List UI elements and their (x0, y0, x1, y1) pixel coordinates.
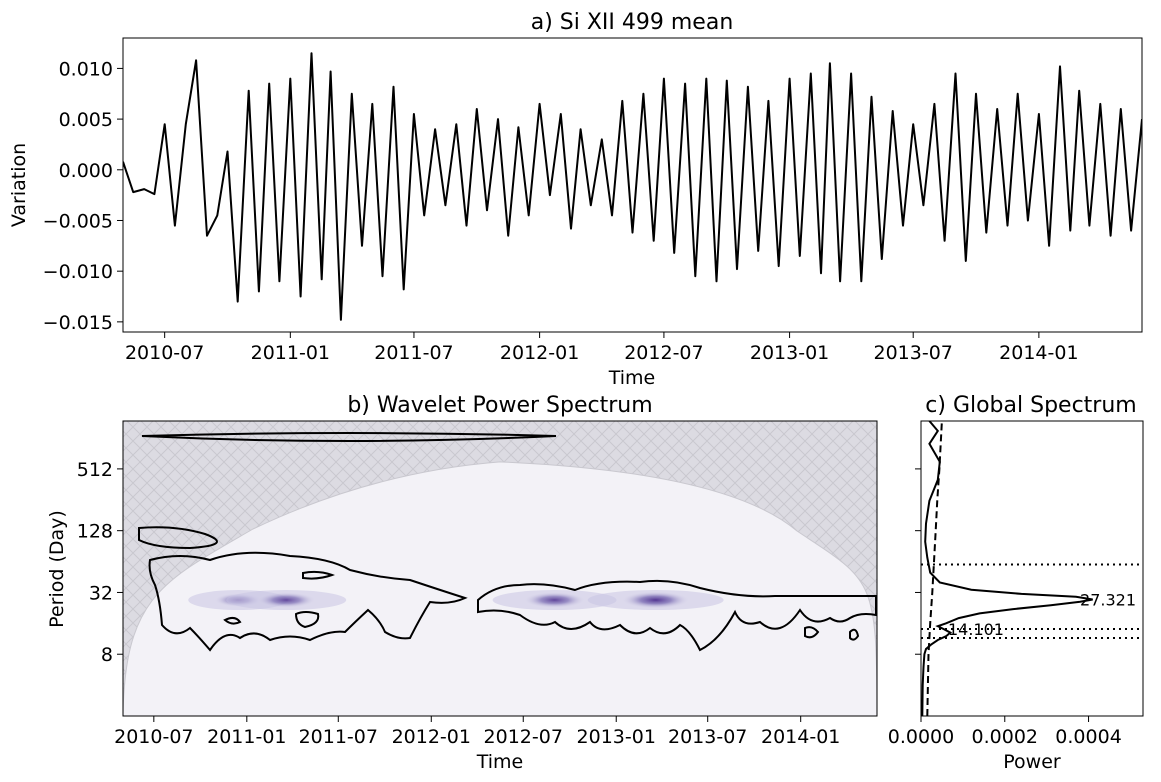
y-tick-label: 32 (89, 582, 113, 604)
x-tick-label: 2010-07 (114, 726, 193, 748)
panel-a-y-ticks: −0.015 −0.010 −0.005 0.000 0.005 0.010 (43, 58, 123, 334)
y-tick-label: 0.000 (59, 160, 113, 182)
panel-a-x-ticks: 2010-07 2011-01 2011-07 2012-01 2012-07 2013-… (125, 332, 1079, 364)
x-tick-label: 2014-01 (999, 342, 1078, 364)
x-tick-label: 2013-01 (750, 342, 829, 364)
x-tick-label: 0.0002 (972, 726, 1038, 748)
panel-b-title: b) Wavelet Power Spectrum (347, 393, 652, 418)
panel-c-title: c) Global Spectrum (925, 393, 1136, 418)
significance-contour-small (138, 526, 218, 550)
x-tick-label: 2011-01 (207, 726, 286, 748)
significance-contour-right (477, 579, 877, 652)
y-tick-label: 128 (77, 521, 113, 543)
panel-a: a) Si XII 499 mean −0.015 −0.010 −0.005 0.0… (8, 10, 1143, 389)
x-tick-label: 2012-01 (500, 342, 579, 364)
panel-a-y-label: Variation (8, 143, 30, 227)
peak-label: 27.321 (1080, 590, 1136, 609)
y-tick-label: −0.015 (43, 312, 113, 334)
x-tick-label: 2012-01 (392, 726, 471, 748)
significance-contour-islet-3 (294, 611, 320, 629)
panel-b-y-ticks: 8 32 128 512 (77, 459, 123, 666)
power-peak (524, 592, 586, 609)
x-tick-label: 2014-01 (761, 726, 840, 748)
significance-contour-top (141, 432, 557, 442)
panel-c-x-label: Power (1003, 751, 1061, 773)
significance-contour-left (148, 551, 468, 652)
significance-contours (138, 432, 877, 652)
significance-contour-islet-5 (849, 628, 860, 641)
y-tick-label: 0.005 (59, 109, 113, 131)
series-line (123, 52, 1142, 321)
x-tick-label: 2011-07 (374, 342, 453, 364)
peak-label: 14.101 (948, 620, 1004, 639)
x-tick-label: 2013-07 (874, 342, 953, 364)
x-tick-label: 2013-07 (668, 726, 747, 748)
power-peak (256, 592, 316, 608)
power-peak (621, 591, 690, 609)
panel-b-frame (122, 420, 878, 717)
panel-b-x-ticks: 2010-07 2011-01 2011-07 2012-01 2012-07 2013-… (114, 716, 840, 748)
x-tick-label: 2013-01 (577, 726, 656, 748)
significance-contour-islet (302, 570, 335, 580)
y-tick-label: 8 (101, 644, 113, 666)
panel-a-title: a) Si XII 499 mean (531, 10, 734, 35)
x-tick-label: 2011-07 (299, 726, 378, 748)
cone-of-influence (123, 461, 877, 716)
x-tick-label: 2012-07 (484, 726, 563, 748)
significance-contour-islet-2 (223, 616, 242, 625)
x-tick-label: 2011-01 (251, 342, 330, 364)
period-marker-lines (921, 563, 1143, 640)
significance-contour-islet-4 (804, 626, 820, 639)
x-tick-label: 0.0004 (1055, 726, 1121, 748)
panel-c-x-ticks: 0.0000 0.0002 0.0004 (888, 716, 1122, 748)
panel-a-x-label: Time (608, 367, 656, 389)
power-blobs (188, 590, 724, 611)
panel-a-frame (122, 37, 1143, 333)
y-tick-label: −0.005 (43, 210, 113, 232)
y-tick-label: −0.010 (43, 261, 113, 283)
x-tick-label: 2012-07 (624, 342, 703, 364)
panel-b-y-label: Period (Day) (46, 510, 68, 628)
y-tick-label: 0.010 (59, 58, 113, 80)
panel-b-x-label: Time (476, 751, 524, 773)
panel-c-frame (920, 420, 1144, 717)
x-tick-label: 0.0000 (888, 726, 954, 748)
peak-labels: 27.321 14.101 (948, 590, 1136, 638)
panel-c-y-ticks (915, 468, 921, 655)
y-tick-label: 512 (77, 459, 113, 481)
global-spectrum-line (921, 421, 1093, 716)
panel-b: b) Wavelet Power Spectrum 8 32 128 512 2010… (46, 393, 878, 773)
x-tick-label: 2010-07 (125, 342, 204, 364)
